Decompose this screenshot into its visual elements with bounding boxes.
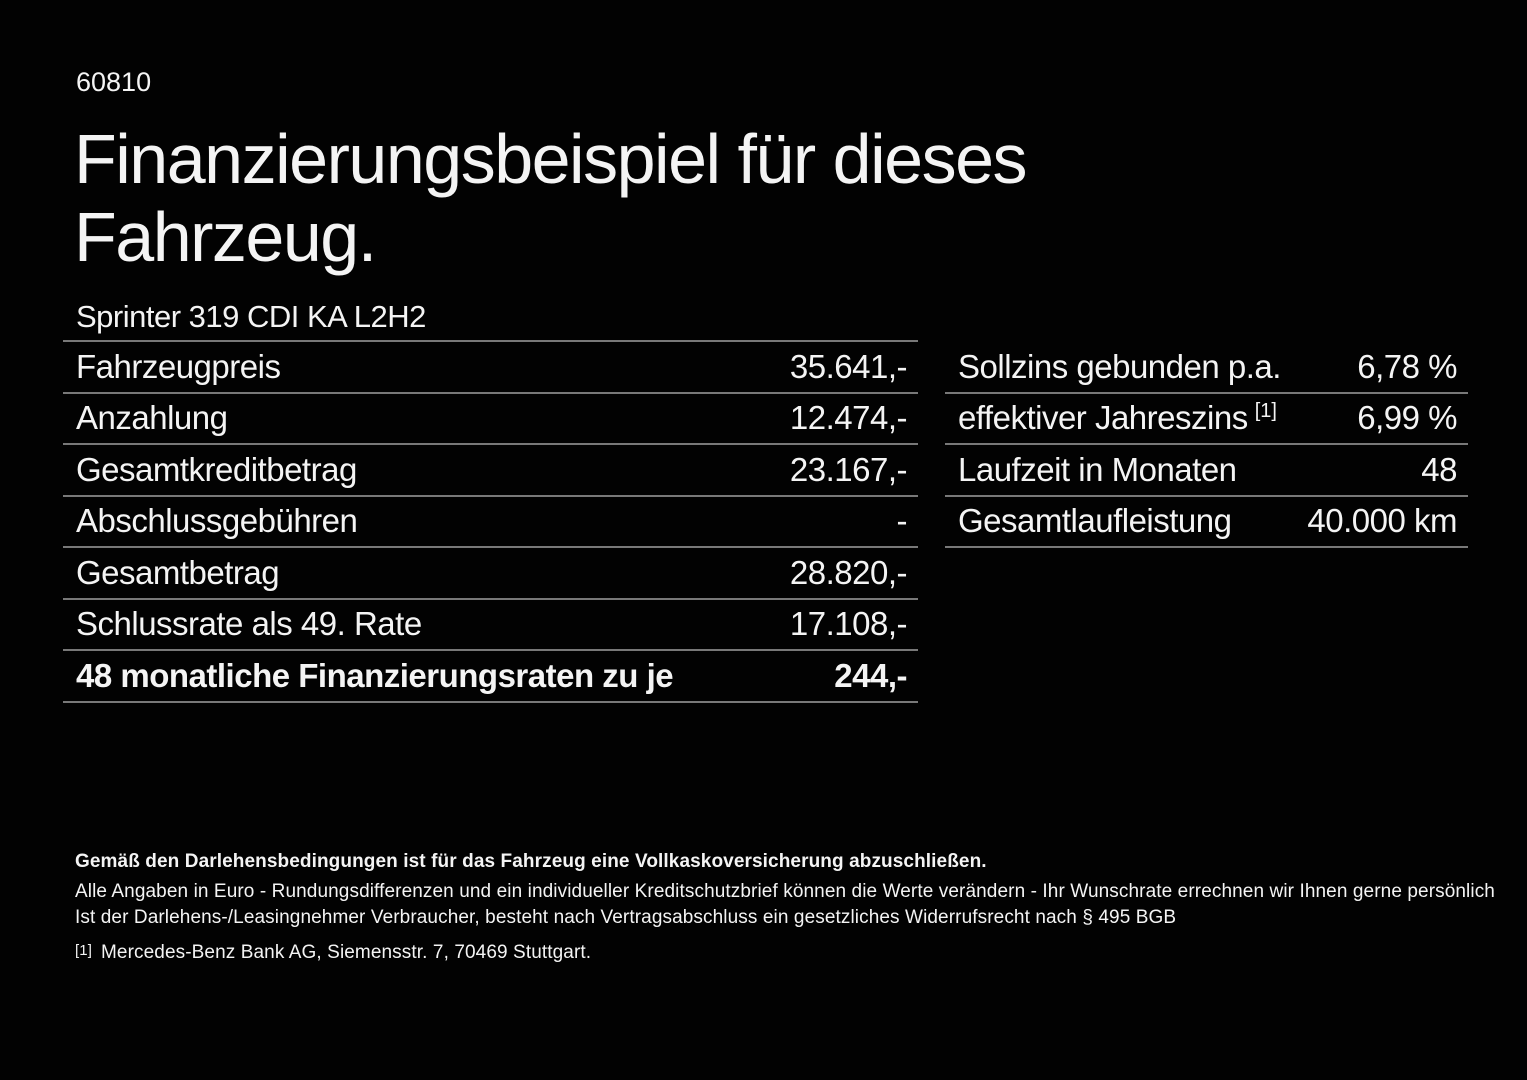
- financing-table: Sprinter 319 CDI KA L2H2 Fahrzeugpreis 3…: [63, 294, 918, 703]
- table-row: Gesamtlaufleistung 40.000 km: [945, 497, 1468, 548]
- row-label-text: effektiver Jahreszins: [958, 399, 1248, 437]
- row-value: 28.820,-: [789, 553, 908, 591]
- row-label: Abschlussgebühren: [76, 502, 358, 540]
- table-row: Anzahlung 12.474,-: [63, 394, 918, 445]
- table-row-monthly-rate: 48 monatliche Finanzierungsraten zu je 2…: [63, 651, 918, 703]
- row-value: 35.641,-: [789, 347, 908, 385]
- row-label: 48 monatliche Finanzierungsraten zu je: [76, 656, 674, 694]
- row-label: Gesamtbetrag: [76, 553, 280, 591]
- row-value: 6,99 %: [1357, 399, 1457, 437]
- insurance-requirement-note: Gemäß den Darlehensbedingungen ist für d…: [75, 851, 987, 872]
- row-value: 12.474,-: [789, 399, 908, 437]
- disclaimer-line-1: Alle Angaben in Euro - Rundungsdifferenz…: [75, 881, 1495, 902]
- table-row: Gesamtbetrag 28.820,-: [63, 548, 918, 600]
- document-number: 60810: [76, 67, 152, 97]
- row-value: 6,78 %: [1357, 347, 1457, 385]
- row-label: Laufzeit in Monaten: [958, 450, 1237, 488]
- footnote: [1] Mercedes-Benz Bank AG, Siemensstr. 7,…: [75, 942, 1475, 964]
- row-label: Sollzins gebunden p.a.: [958, 347, 1281, 385]
- row-label: Gesamtkreditbetrag: [76, 450, 357, 488]
- table-row: Sollzins gebunden p.a. 6,78 %: [945, 342, 1468, 394]
- row-value: 23.167,-: [789, 450, 908, 488]
- page-title: Finanzierungsbeispiel für dieses Fahrzeu…: [74, 120, 1028, 276]
- table-row: Gesamtkreditbetrag 23.167,-: [63, 445, 918, 497]
- vehicle-model-header: Sprinter 319 CDI KA L2H2: [63, 294, 918, 342]
- table-row: Fahrzeugpreis 35.641,-: [63, 342, 918, 394]
- footnote-reference: [1]: [1254, 400, 1277, 423]
- row-value: 48: [1421, 450, 1457, 488]
- row-value: 17.108,-: [789, 605, 908, 643]
- table-row: effektiver Jahreszins [1] 6,99 %: [945, 394, 1468, 445]
- conditions-table: Sollzins gebunden p.a. 6,78 % effektiver…: [945, 342, 1468, 548]
- row-value: 40.000 km: [1307, 502, 1457, 540]
- table-row: Schlussrate als 49. Rate 17.108,-: [63, 600, 918, 651]
- footnote-marker: [1]: [75, 942, 92, 959]
- page-title-line2: Fahrzeug.: [74, 198, 377, 276]
- row-label: Fahrzeugpreis: [76, 347, 281, 385]
- row-label: Gesamtlaufleistung: [958, 502, 1232, 540]
- row-value: 244,-: [834, 656, 907, 694]
- disclaimer-line-2: Ist der Darlehens-/Leasingnehmer Verbrau…: [75, 907, 1177, 928]
- row-label: Anzahlung: [76, 399, 228, 437]
- row-value: -: [896, 502, 908, 540]
- table-row: Laufzeit in Monaten 48: [945, 445, 1468, 497]
- row-label: effektiver Jahreszins [1]: [958, 399, 1277, 437]
- row-label: Schlussrate als 49. Rate: [76, 605, 422, 643]
- table-row: Abschlussgebühren -: [63, 497, 918, 548]
- page-title-line1: Finanzierungsbeispiel für dieses: [74, 120, 1028, 198]
- footnote-text: Mercedes-Benz Bank AG, Siemensstr. 7, 70…: [100, 942, 592, 963]
